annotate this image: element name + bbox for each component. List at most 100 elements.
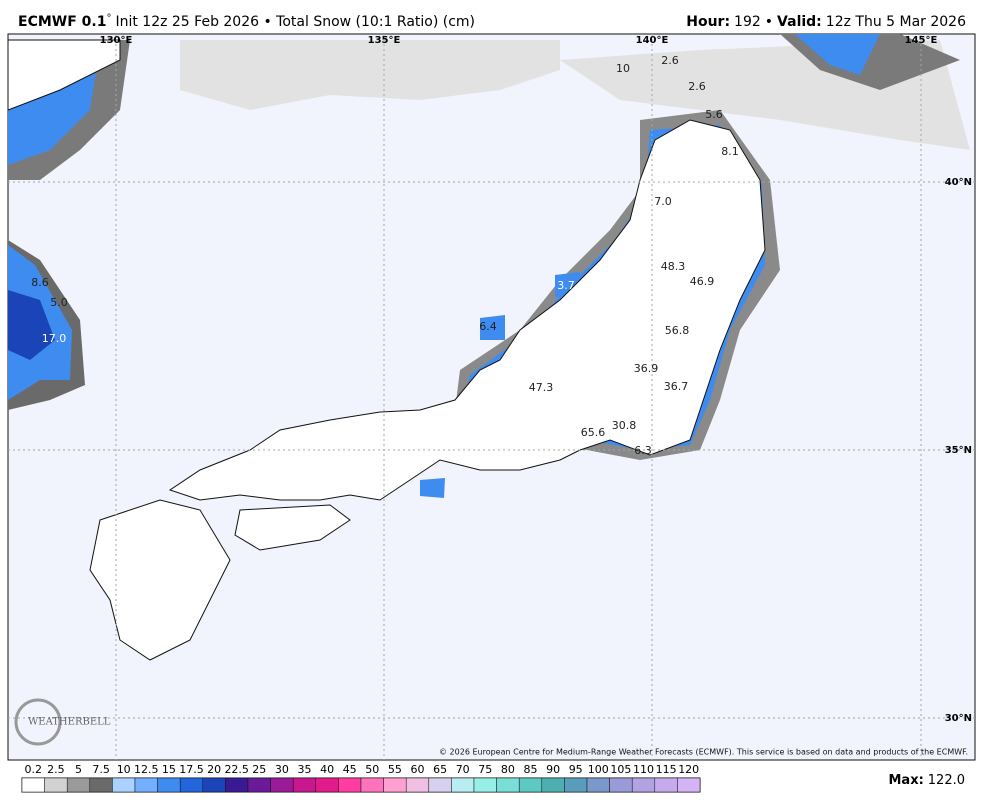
colorbar: 0.2 2.5 5 7.5 10 12.5 15 17.5 20 22.5 25 30 35 40 45 50…: [21, 763, 701, 793]
degree: °: [106, 13, 111, 24]
colorbar-swatch: [247, 777, 271, 793]
colorbar-label: 100: [588, 763, 609, 776]
lon-label: 140°E: [636, 35, 669, 46]
colorbar-label: 110: [633, 763, 654, 776]
colorbar-label: 7.5: [92, 763, 110, 776]
max-value: 122.0: [928, 773, 965, 788]
colorbar-swatch: [112, 777, 136, 793]
snow-total-label: 36.7: [664, 380, 689, 393]
coastline: [8, 39, 121, 111]
hour: 192: [734, 14, 761, 30]
map-layers: 10 2.6 2.6 5.6 17.1 8.1 7.0 9.9 14.3 48.3 29.546.9…: [8, 34, 975, 760]
colorbar-label: 60: [411, 763, 425, 776]
colorbar-swatch: [383, 777, 407, 793]
kyushu: [89, 499, 231, 661]
colorbar-label: 20: [207, 763, 221, 776]
colorbar-label: 35: [298, 763, 312, 776]
colorbar-swatch: [134, 777, 158, 793]
lat-label: 30°N: [945, 713, 972, 724]
colorbar-label: 120: [678, 763, 699, 776]
snow-area: [795, 34, 880, 75]
colorbar-label: 85: [524, 763, 538, 776]
snow-total-label: 17.1: [678, 135, 703, 148]
colorbar-swatch: [518, 777, 543, 793]
copyright: © 2026 European Centre for Medium-Range …: [439, 748, 968, 757]
snow-total-label: 2.6: [688, 80, 706, 93]
colorbar-swatch: [338, 777, 362, 793]
colorbar-label: 40: [320, 763, 334, 776]
snow-total-label: 10: [616, 62, 630, 75]
trace-snow: [180, 40, 970, 150]
colorbar-label: 105: [610, 763, 631, 776]
snow-total-label: 29.5: [707, 261, 732, 274]
snow-total-label: 47.3: [529, 381, 554, 394]
colorbar-swatch: [631, 777, 656, 793]
snow-total-label: 36.9: [634, 362, 659, 375]
snow-total-label: 8.1: [721, 145, 739, 158]
description: Init 12z 25 Feb 2026 • Total Snow (10:1 …: [115, 14, 475, 30]
logo: WEATHERBELL: [14, 698, 111, 746]
colorbar-label: 25: [252, 763, 266, 776]
colorbar-swatch: [586, 777, 610, 793]
colorbar-label: 10: [117, 763, 131, 776]
colorbar-label: 0.2: [25, 763, 43, 776]
colorbar-swatch: [44, 777, 68, 793]
snow-total-label: 65.6: [581, 426, 606, 439]
snow-total-label: 17.0: [42, 332, 67, 345]
snow-total-label: 8.6: [31, 276, 49, 289]
colorbar-label: 95: [569, 763, 583, 776]
colorbar-swatch: [428, 777, 452, 793]
colorbar-label: 15: [162, 763, 176, 776]
snow-total-label: 5.6: [705, 108, 723, 121]
model: ECMWF 0.1: [18, 14, 106, 30]
snow-total-label: 28.7: [663, 403, 688, 416]
snow-total-label: 5.0: [50, 296, 68, 309]
colorbar-swatch: [677, 777, 701, 793]
colorbar-label: 80: [501, 763, 515, 776]
snow-total-label: 6.4: [479, 320, 497, 333]
colorbar-swatch: [21, 777, 45, 793]
colorbar-swatch: [270, 777, 294, 793]
colorbar-swatch: [89, 777, 113, 793]
colorbar-label: 45: [343, 763, 357, 776]
lat-label: 40°N: [945, 177, 972, 188]
colorbar-swatch: [225, 777, 249, 793]
separator: •: [765, 14, 773, 30]
colorbar-swatch: [292, 777, 317, 793]
colorbar-swatch: [564, 777, 588, 793]
valid-label: Valid:: [777, 14, 822, 30]
max: Max: 122.0: [888, 773, 965, 788]
map: 10 2.6 2.6 5.6 17.1 8.1 7.0 9.9 14.3 48.3 29.546.9…: [7, 33, 976, 761]
snow-total-label: 24.2: [594, 285, 619, 298]
colorbar-swatch: [405, 777, 430, 793]
graticule: [8, 34, 975, 760]
shikoku: [234, 504, 351, 551]
colorbar-label: 55: [388, 763, 402, 776]
snow-total-label: 56.8: [665, 324, 690, 337]
colorbar-label: 17.5: [179, 763, 204, 776]
snow-total-label: 14.3: [628, 238, 653, 251]
valid: 12z Thu 5 Mar 2026: [826, 14, 966, 30]
header-left: ECMWF 0.1° Init 12z 25 Feb 2026 • Total S…: [18, 13, 475, 30]
colorbar-label: 12.5: [134, 763, 159, 776]
lon-label: 145°E: [905, 35, 938, 46]
colorbar-swatch: [609, 777, 633, 793]
colorbar-swatch: [157, 777, 181, 793]
colorbar-label: 75: [478, 763, 492, 776]
snow-total-label: 7.0: [654, 195, 672, 208]
lat-label: 35°N: [945, 445, 972, 456]
colorbar-swatch: [66, 777, 91, 793]
snow-total-label: 2.6: [661, 54, 679, 67]
snow-total-label: 9.9: [705, 206, 723, 219]
lon-label: 130°E: [100, 35, 133, 46]
header-right: Hour: 192 • Valid: 12z Thu 5 Mar 2026: [686, 14, 966, 30]
colorbar-label: 50: [365, 763, 379, 776]
snow-area: [8, 290, 55, 360]
colorbar-label: 2.5: [47, 763, 65, 776]
colorbar-swatch: [451, 777, 475, 793]
snow-total-label: 3.7: [557, 279, 575, 292]
colorbar-swatch: [654, 777, 678, 793]
colorbar-swatch: [360, 777, 384, 793]
colorbar-swatch: [541, 777, 565, 793]
lon-label: 135°E: [368, 35, 401, 46]
